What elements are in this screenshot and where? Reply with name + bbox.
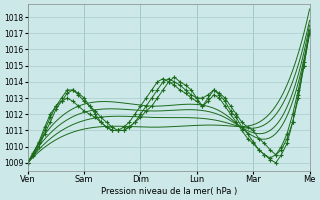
X-axis label: Pression niveau de la mer( hPa ): Pression niveau de la mer( hPa ) xyxy=(100,187,237,196)
